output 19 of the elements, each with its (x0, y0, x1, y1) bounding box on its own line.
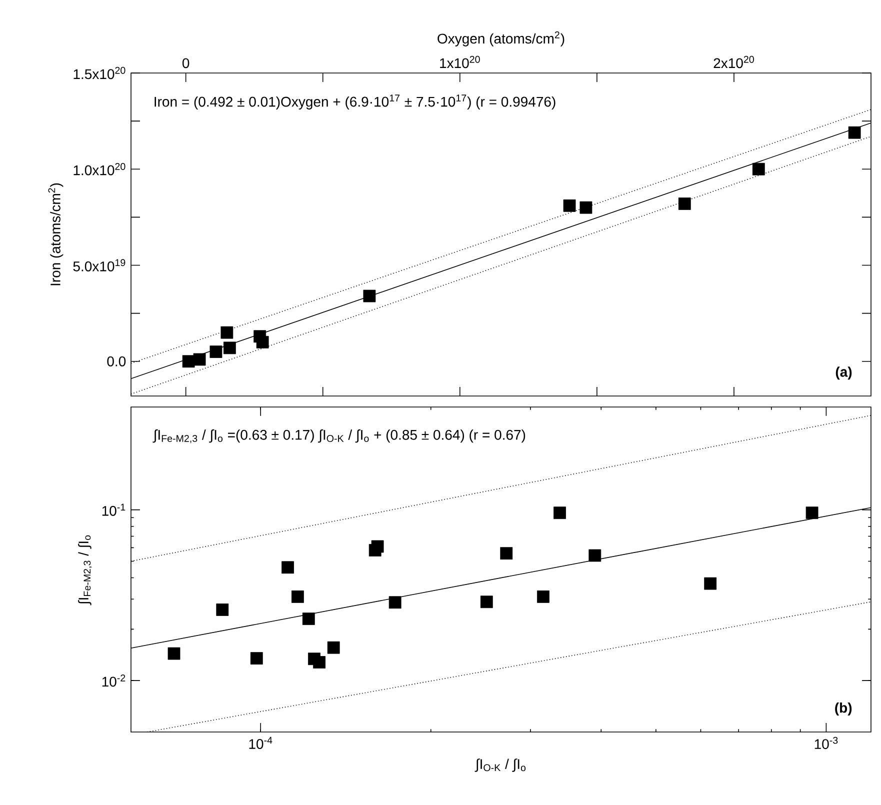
annotation: (b) (835, 702, 852, 716)
annotation: (a) (836, 366, 852, 380)
text: ∫I$_{Fe-M2,3}$ / ∫I$_{o}$ =(0.63 ± 0.17) ∫I$_{O-K}$ / ∫I$_{o}$ + (0.85 ± 0.64) (r = 0.67) (152, 429, 526, 444)
x-tick-label: 2x10$^{20}$ (714, 56, 754, 68)
y-axis-title: ∫I$_{Fe-M2,3}$ / ∫I$_{o}$ (78, 535, 92, 606)
annotation: Iron = (0.492 ± 0.01)Oxygen + (6.9·10$^{17}$ ± 7.5·10$^{17}$) (r = 0.99476) (154, 94, 556, 110)
y-tick-label: 1.0x10$^{20}$ (74, 163, 126, 176)
x-axis-title: Oxygen (atoms/cm$^{2}$) (438, 31, 564, 46)
y-tick-label: 1.5x10$^{20}$ (74, 66, 126, 80)
y-axis-title: Iron (atoms/cm$^{2}$) (48, 183, 64, 286)
y-tick-label: 5.0x10$^{19}$ (73, 259, 126, 272)
x-tick-label: 0 (182, 58, 190, 68)
x-axis-title: ∫I$_{O-K}$ / ∫I$_{o}$ (474, 758, 526, 772)
y-tick-label: 0.0 (107, 356, 126, 366)
y-tick-label: 10$^{-1}$ (102, 504, 126, 516)
x-tick-label: 10$^{-3}$ (814, 736, 838, 750)
x-tick-label: 10$^{-4}$ (249, 736, 272, 749)
x-tick-label: 1x10$^{20}$ (440, 56, 480, 68)
y-tick-label: 10$^{-2}$ (102, 674, 126, 687)
